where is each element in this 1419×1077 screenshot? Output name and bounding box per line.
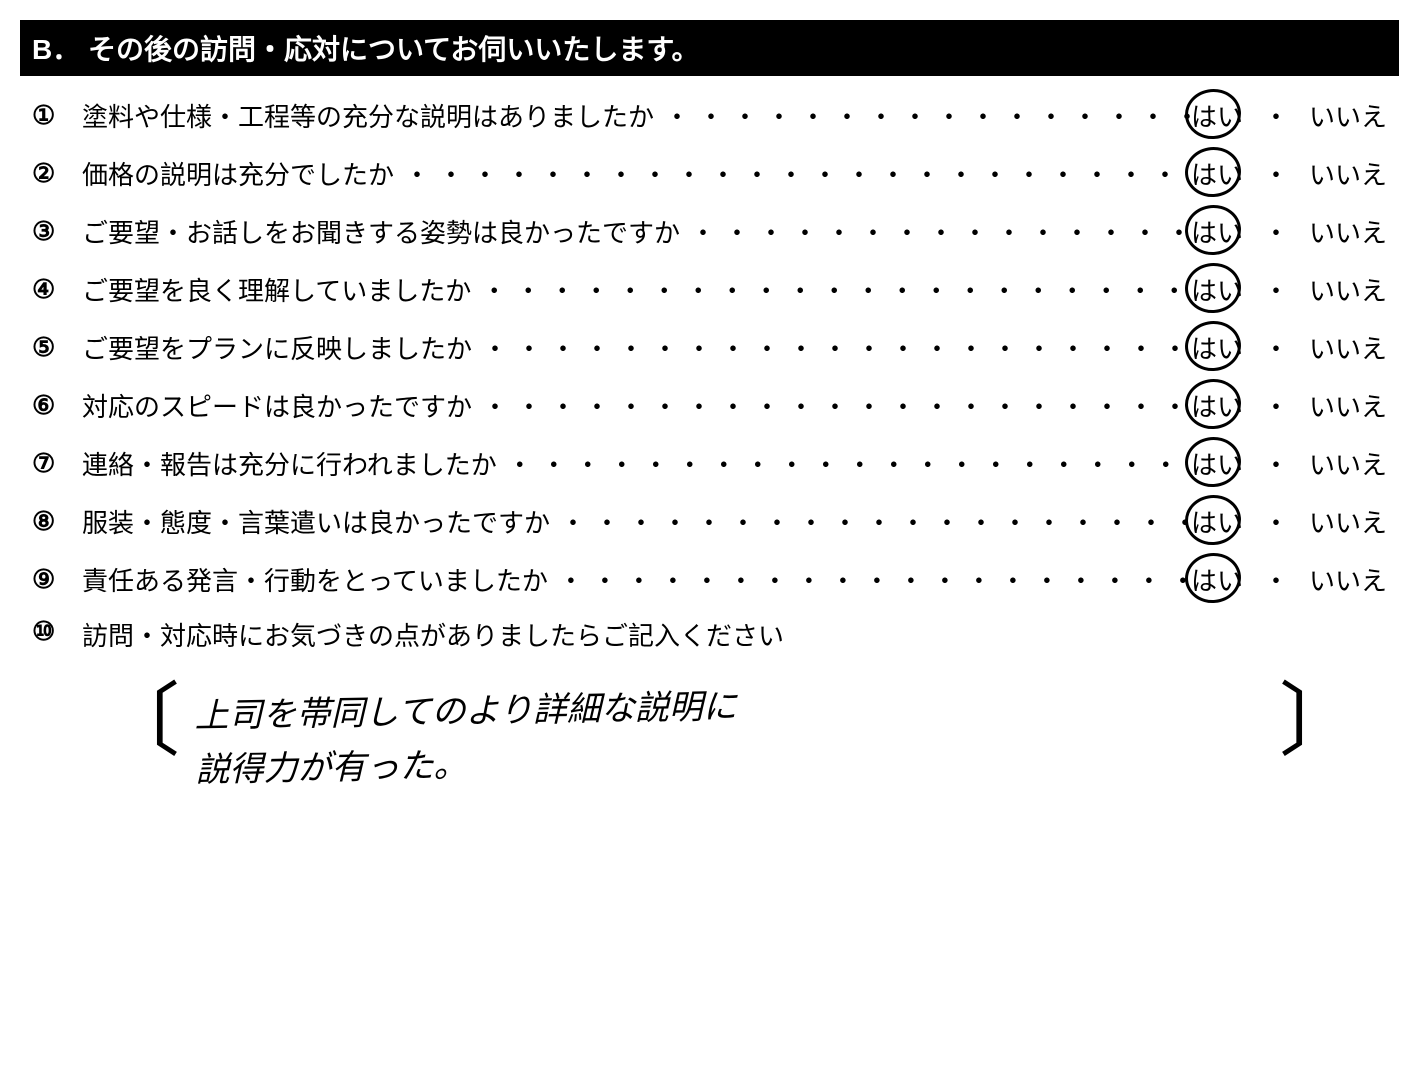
question-text: 価格の説明は充分でしたか	[82, 155, 394, 192]
selection-circle-icon	[1183, 86, 1243, 141]
answer-separator: ・	[1263, 329, 1289, 366]
answer-no[interactable]: いいえ	[1309, 155, 1387, 192]
answer-no[interactable]: いいえ	[1309, 445, 1387, 482]
question-row: ⑤ご要望をプランに反映しましたか・・・・・・・・・・・・・・・・・・・・・・・・…	[20, 318, 1399, 376]
answer-separator: ・	[1263, 97, 1289, 134]
handwriting-text: 上司を帯同してのより詳細な説明に説得力が有った。	[194, 672, 1265, 799]
selection-circle-icon	[1183, 376, 1243, 431]
answer-group: はい・いいえ	[1191, 329, 1387, 366]
leader-dots: ・・・・・・・・・・・・・・・・・・・・・・・・・・・・・・	[497, 445, 1191, 482]
leader-dots: ・・・・・・・・・・・・・・・・・・・・・・・・・・・・・・	[680, 213, 1191, 250]
answer-group: はい・いいえ	[1191, 97, 1387, 134]
leader-dots: ・・・・・・・・・・・・・・・・・・・・・・・・・・・・・・	[394, 155, 1191, 192]
answer-yes[interactable]: はい	[1191, 213, 1243, 250]
questions-list: ①塗料や仕様・工程等の充分な説明はありましたか・・・・・・・・・・・・・・・・・…	[20, 86, 1399, 608]
question-row: ⑥対応のスピードは良かったですか・・・・・・・・・・・・・・・・・・・・・・・・…	[20, 376, 1399, 434]
answer-no[interactable]: いいえ	[1309, 387, 1387, 424]
answer-yes[interactable]: はい	[1191, 503, 1243, 540]
answer-separator: ・	[1263, 213, 1289, 250]
question-text: 連絡・報告は充分に行われましたか	[82, 445, 497, 482]
selection-circle-icon	[1183, 318, 1243, 373]
selection-circle-icon	[1183, 434, 1243, 489]
answer-no[interactable]: いいえ	[1309, 213, 1387, 250]
answer-yes[interactable]: はい	[1191, 387, 1243, 424]
question-row: ③ご要望・お話しをお聞きする姿勢は良かったですか・・・・・・・・・・・・・・・・…	[20, 202, 1399, 260]
question-text: ご要望をプランに反映しましたか	[82, 329, 472, 366]
bracket-right-icon: 〕	[1279, 681, 1359, 761]
answer-no[interactable]: いいえ	[1309, 271, 1387, 308]
question-number: ①	[32, 100, 82, 131]
leader-dots: ・・・・・・・・・・・・・・・・・・・・・・・・・・・・・・	[472, 329, 1191, 366]
question-number: ⑩	[32, 616, 82, 647]
question-row: ⑨責任ある発言・行動をとっていましたか・・・・・・・・・・・・・・・・・・・・・…	[20, 550, 1399, 608]
question-row: ②価格の説明は充分でしたか・・・・・・・・・・・・・・・・・・・・・・・・・・・…	[20, 144, 1399, 202]
answer-no[interactable]: いいえ	[1309, 561, 1387, 598]
question-number: ④	[32, 274, 82, 305]
section-label: B．	[32, 34, 80, 65]
question-row: ④ご要望を良く理解していましたか・・・・・・・・・・・・・・・・・・・・・・・・…	[20, 260, 1399, 318]
selection-circle-icon	[1183, 202, 1243, 257]
answer-separator: ・	[1263, 155, 1289, 192]
answer-separator: ・	[1263, 271, 1289, 308]
question-row: ⑧服装・態度・言葉遣いは良かったですか・・・・・・・・・・・・・・・・・・・・・…	[20, 492, 1399, 550]
answer-yes[interactable]: はい	[1191, 97, 1243, 134]
answer-yes[interactable]: はい	[1191, 445, 1243, 482]
question-number: ⑨	[32, 564, 82, 595]
answer-group: はい・いいえ	[1191, 445, 1387, 482]
answer-yes[interactable]: はい	[1191, 561, 1243, 598]
freetext-prompt: 訪問・対応時にお気づきの点がありましたらご記入ください	[82, 616, 1387, 653]
answer-yes[interactable]: はい	[1191, 155, 1243, 192]
question-row: ⑦連絡・報告は充分に行われましたか・・・・・・・・・・・・・・・・・・・・・・・…	[20, 434, 1399, 492]
leader-dots: ・・・・・・・・・・・・・・・・・・・・・・・・・・・・・・	[550, 503, 1191, 540]
leader-dots: ・・・・・・・・・・・・・・・・・・・・・・・・・・・・・・	[472, 387, 1191, 424]
answer-group: はい・いいえ	[1191, 561, 1387, 598]
answer-separator: ・	[1263, 387, 1289, 424]
question-number: ②	[32, 158, 82, 189]
answer-group: はい・いいえ	[1191, 503, 1387, 540]
bracket-left-icon: 〔	[100, 681, 180, 761]
answer-separator: ・	[1263, 561, 1289, 598]
question-text: 塗料や仕様・工程等の充分な説明はありましたか	[82, 97, 654, 134]
question-number: ⑧	[32, 506, 82, 537]
question-text: 責任ある発言・行動をとっていましたか	[82, 561, 548, 598]
answer-separator: ・	[1263, 445, 1289, 482]
selection-circle-icon	[1183, 492, 1243, 547]
question-text: ご要望・お話しをお聞きする姿勢は良かったですか	[82, 213, 680, 250]
answer-no[interactable]: いいえ	[1309, 503, 1387, 540]
question-text: 対応のスピードは良かったですか	[82, 387, 472, 424]
question-text: 服装・態度・言葉遣いは良かったですか	[82, 503, 550, 540]
question-number: ⑥	[32, 390, 82, 421]
question-number: ⑤	[32, 332, 82, 363]
survey-section: B． その後の訪問・応対についてお伺いいたします。 ①塗料や仕様・工程等の充分な…	[20, 20, 1399, 800]
answer-group: はい・いいえ	[1191, 387, 1387, 424]
answer-group: はい・いいえ	[1191, 271, 1387, 308]
leader-dots: ・・・・・・・・・・・・・・・・・・・・・・・・・・・・・・	[548, 561, 1191, 598]
selection-circle-icon	[1183, 260, 1243, 315]
answer-group: はい・いいえ	[1191, 213, 1387, 250]
answer-yes[interactable]: はい	[1191, 329, 1243, 366]
answer-yes[interactable]: はい	[1191, 271, 1243, 308]
section-title: その後の訪問・応対についてお伺いいたします。	[88, 34, 700, 65]
selection-circle-icon	[1183, 550, 1243, 605]
selection-circle-icon	[1183, 144, 1243, 199]
question-text: ご要望を良く理解していましたか	[82, 271, 471, 308]
answer-group: はい・いいえ	[1191, 155, 1387, 192]
leader-dots: ・・・・・・・・・・・・・・・・・・・・・・・・・・・・・・	[654, 97, 1191, 134]
answer-no[interactable]: いいえ	[1309, 97, 1387, 134]
question-row: ①塗料や仕様・工程等の充分な説明はありましたか・・・・・・・・・・・・・・・・・…	[20, 86, 1399, 144]
section-header: B． その後の訪問・応対についてお伺いいたします。	[20, 20, 1399, 76]
question-number: ⑦	[32, 448, 82, 479]
answer-separator: ・	[1263, 503, 1289, 540]
handwriting-response-box: 〔 上司を帯同してのより詳細な説明に説得力が有った。 〕	[80, 671, 1379, 800]
answer-no[interactable]: いいえ	[1309, 329, 1387, 366]
question-number: ③	[32, 216, 82, 247]
leader-dots: ・・・・・・・・・・・・・・・・・・・・・・・・・・・・・・	[471, 271, 1191, 308]
freetext-question: ⑩ 訪問・対応時にお気づきの点がありましたらご記入ください	[20, 608, 1399, 661]
